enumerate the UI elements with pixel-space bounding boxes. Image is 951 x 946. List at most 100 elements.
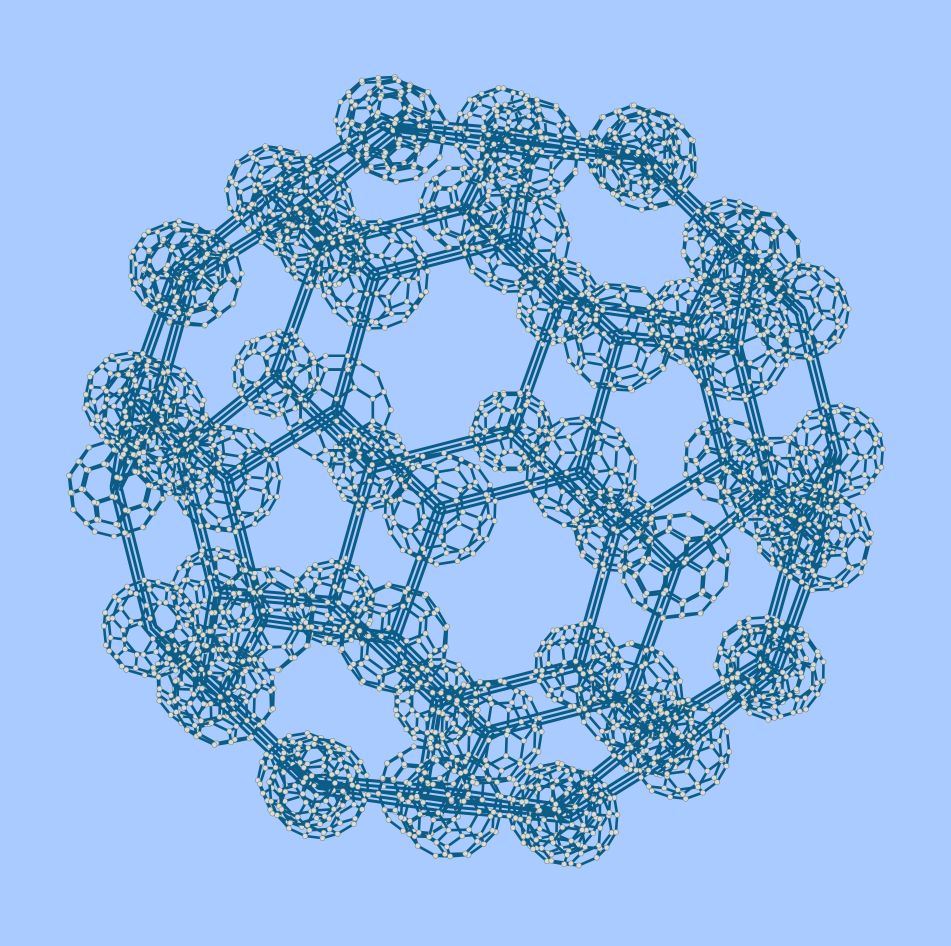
graph-node bbox=[443, 667, 450, 673]
graph-node bbox=[698, 473, 704, 480]
graph-node bbox=[823, 403, 830, 410]
inter-cluster-edge bbox=[387, 505, 437, 639]
graph-node bbox=[214, 270, 221, 277]
graph-node bbox=[861, 471, 868, 478]
graph-node bbox=[545, 766, 552, 773]
graph-node bbox=[234, 353, 241, 360]
graph-node bbox=[730, 313, 737, 320]
graph-node bbox=[862, 483, 869, 490]
inter-cluster-edge bbox=[369, 429, 514, 470]
graph-node bbox=[766, 261, 772, 268]
graph-node bbox=[388, 444, 395, 450]
graph-node bbox=[637, 543, 643, 549]
graph-node bbox=[220, 619, 227, 625]
graph-node bbox=[444, 227, 451, 234]
graph-node bbox=[635, 149, 642, 155]
graph-node bbox=[692, 457, 699, 464]
connector-node bbox=[578, 495, 584, 500]
graph-node bbox=[312, 577, 319, 584]
graph-node bbox=[290, 264, 297, 271]
graph-node bbox=[81, 405, 88, 412]
graph-node bbox=[600, 566, 607, 573]
graph-node bbox=[468, 425, 475, 432]
graph-node bbox=[384, 760, 390, 767]
graph-node bbox=[632, 491, 639, 498]
graph-node bbox=[531, 323, 538, 330]
cluster-edge bbox=[387, 818, 405, 833]
graph-node bbox=[212, 555, 219, 562]
graph-node bbox=[806, 410, 813, 416]
graph-node bbox=[831, 335, 838, 341]
graph-node bbox=[357, 579, 364, 586]
connector-node bbox=[289, 327, 295, 333]
graph-node bbox=[664, 762, 671, 769]
graph-node bbox=[178, 680, 185, 687]
graph-node bbox=[616, 672, 622, 679]
graph-node bbox=[392, 807, 399, 814]
graph-node bbox=[368, 505, 374, 512]
inter-cluster-edge bbox=[616, 464, 730, 536]
inter-cluster-edge bbox=[570, 751, 684, 823]
graph-node bbox=[769, 504, 776, 511]
graph-node bbox=[371, 122, 378, 129]
connector-node bbox=[528, 674, 534, 680]
inter-cluster-edge bbox=[488, 699, 633, 739]
graph-node bbox=[185, 612, 192, 619]
graph-node bbox=[267, 224, 274, 230]
graph-node bbox=[89, 421, 95, 427]
graph-node bbox=[691, 482, 698, 489]
graph-node bbox=[848, 418, 855, 425]
graph-node bbox=[822, 339, 829, 346]
graph-node bbox=[805, 289, 812, 296]
graph-node bbox=[284, 266, 291, 273]
graph-node bbox=[722, 631, 728, 637]
connector-node bbox=[297, 430, 303, 436]
graph-node bbox=[561, 659, 568, 666]
graph-node bbox=[838, 402, 844, 409]
cluster-edge bbox=[473, 92, 493, 102]
inter-cluster-edge bbox=[632, 566, 683, 699]
graph-node bbox=[719, 448, 726, 454]
graph-node bbox=[610, 656, 617, 663]
graph-node bbox=[494, 422, 501, 429]
graph-node bbox=[166, 699, 173, 706]
graph-node bbox=[731, 239, 738, 245]
graph-node bbox=[572, 658, 579, 665]
graph-node bbox=[244, 225, 251, 232]
graph-node bbox=[533, 668, 539, 674]
cluster-edge bbox=[695, 222, 709, 240]
graph-node bbox=[416, 123, 423, 129]
inter-cluster-edge bbox=[438, 470, 583, 511]
graph-node bbox=[562, 268, 569, 275]
inter-cluster-edge bbox=[420, 788, 557, 811]
graph-node bbox=[229, 549, 236, 556]
graph-node bbox=[857, 455, 864, 461]
graph-node bbox=[631, 102, 637, 109]
graph-node bbox=[339, 558, 346, 565]
graph-node bbox=[837, 515, 843, 522]
graph-node bbox=[492, 123, 499, 130]
graph-node bbox=[317, 821, 323, 827]
connector-node bbox=[532, 481, 538, 487]
graph-node bbox=[479, 451, 486, 458]
graph-node bbox=[740, 484, 746, 491]
cluster-edge bbox=[208, 576, 228, 586]
graph-node bbox=[260, 351, 267, 357]
graph-node bbox=[456, 661, 462, 668]
graph-node bbox=[584, 158, 591, 164]
graph-node bbox=[409, 707, 415, 713]
graph-node bbox=[260, 790, 266, 797]
graph-node bbox=[688, 286, 695, 293]
graph-node bbox=[557, 294, 564, 301]
graph-node bbox=[819, 265, 825, 272]
graph-node bbox=[488, 159, 494, 166]
graph-node bbox=[693, 235, 700, 242]
graph-node bbox=[326, 467, 333, 474]
graph-node bbox=[115, 358, 122, 365]
graph-node bbox=[650, 760, 657, 767]
graph-node bbox=[321, 640, 328, 647]
graph-node bbox=[131, 377, 138, 384]
graph-node bbox=[506, 812, 513, 819]
graph-node bbox=[444, 681, 450, 687]
